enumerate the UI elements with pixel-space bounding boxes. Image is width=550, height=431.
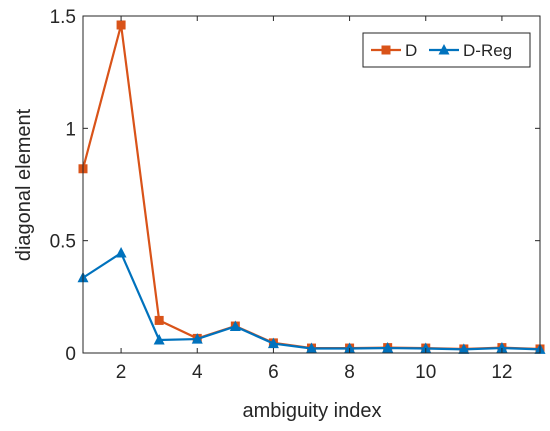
data-point-series1-4 [229,320,241,331]
legend-label-1: D-Reg [463,41,512,60]
data-point-series1-2 [153,333,165,345]
axes-frame [82,15,541,354]
data-point-series1-8 [382,342,394,353]
ticks-layer: 2 4 6 8 10 12 0 0.5 1 1.5 [50,7,540,383]
data-point-series1-7 [344,342,356,354]
data-point-series0-1 [116,20,126,30]
plot-area [83,16,540,353]
series-layer [77,20,546,354]
legend-marker-1 [438,44,450,55]
data-point-series1-3 [191,333,203,344]
x-tick-label-0: 2 [116,362,127,383]
data-point-series1-11 [496,342,508,353]
data-point-series1-1 [115,247,127,258]
legend-label-0: D [405,41,417,60]
x-tick-label-5: 12 [491,362,512,383]
x-tick-label-1: 4 [192,362,203,383]
x-tick-label-4: 10 [415,362,436,383]
legend-marker-0 [381,45,391,55]
data-point-series1-6 [306,342,317,354]
x-tick-label-2: 6 [268,362,279,383]
y-tick-label-3: 1.5 [50,7,76,28]
data-point-series1-10 [458,343,470,354]
x-axis-label: ambiguity index [243,400,382,422]
y-axis-label: diagonal element [13,108,35,261]
plot-background [83,16,540,353]
legend: D D-Reg [362,32,531,68]
data-point-series0-2 [154,315,164,325]
y-tick-label-2: 1 [65,119,76,140]
data-point-series1-9 [420,342,432,354]
x-tick-label-3: 8 [344,362,355,383]
data-point-series1-5 [267,337,279,349]
y-tick-label-0: 0 [65,344,76,365]
y-tick-label-1: 0.5 [50,232,76,253]
axes-layer [82,15,541,354]
